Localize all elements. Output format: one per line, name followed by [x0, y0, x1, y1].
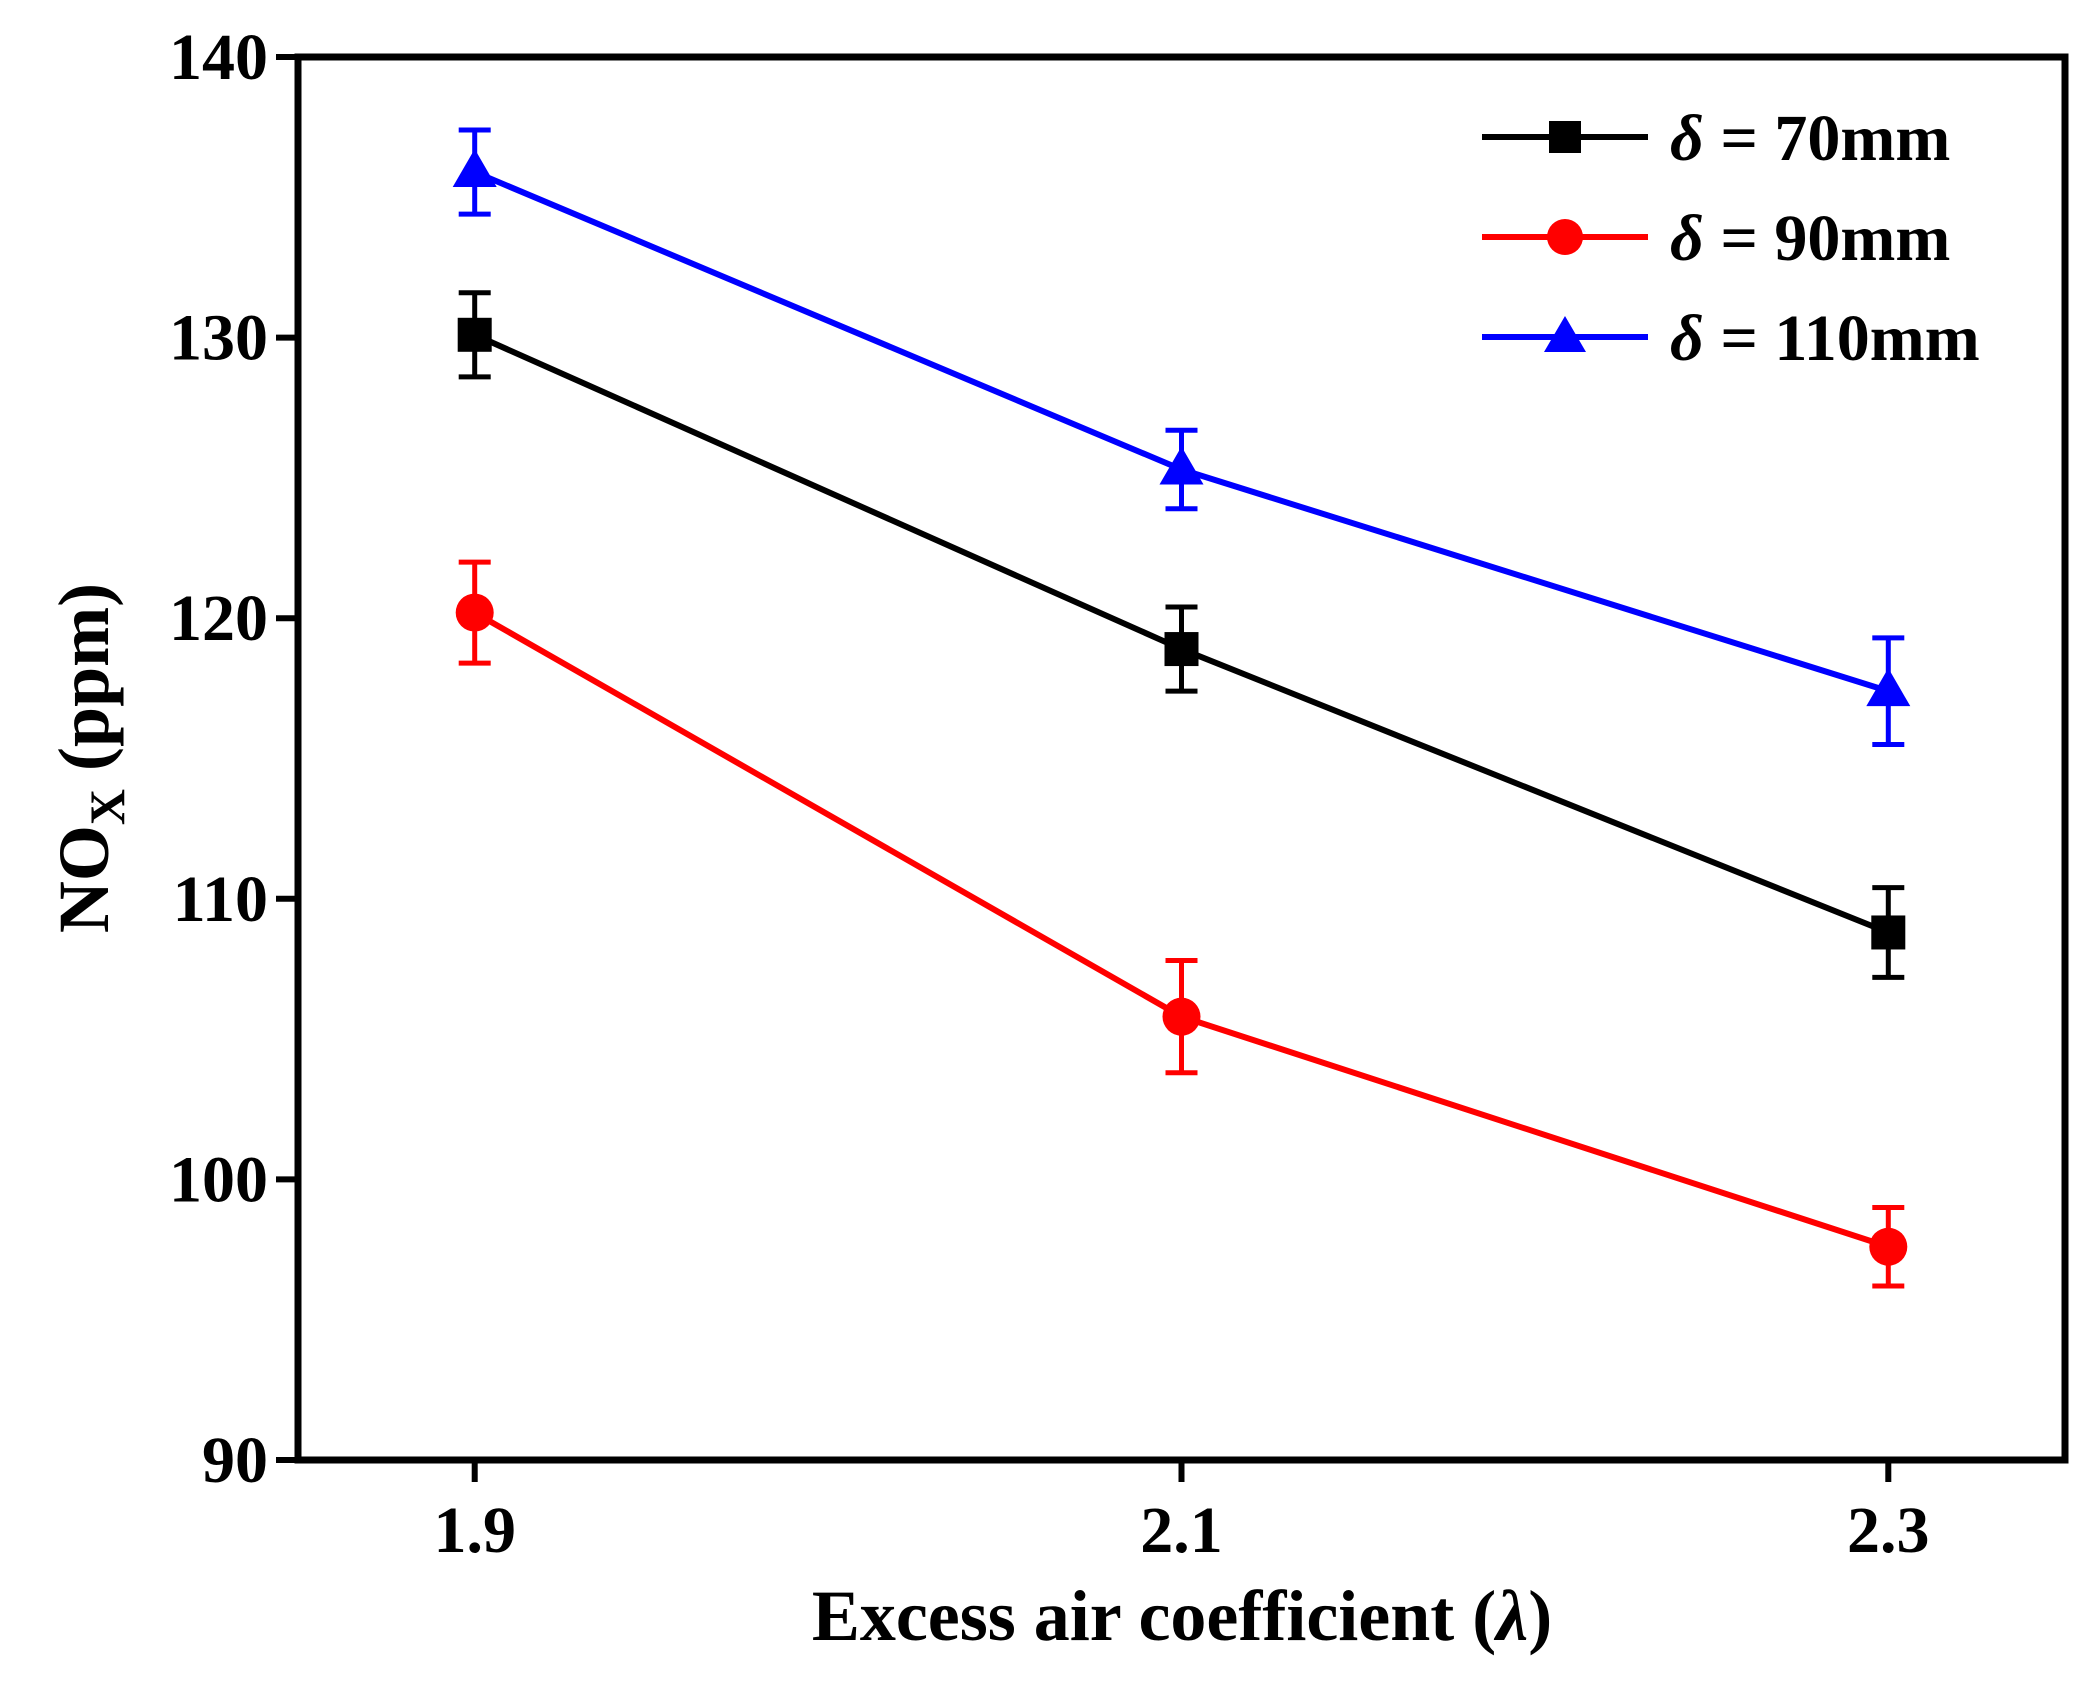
data-point-triangle — [1866, 668, 1911, 707]
legend-marker-circle — [1547, 219, 1583, 255]
series-1 — [455, 559, 1908, 1289]
legend-entry-70mm: δ = 70mm — [1482, 102, 1950, 175]
data-point-triangle — [1159, 446, 1204, 485]
y-axis-title-main: NO — [44, 825, 124, 933]
y-tick-label: 120 — [169, 582, 268, 655]
y-axis-title-subscript: X — [79, 789, 135, 825]
series-0 — [457, 290, 1906, 980]
series-layer — [452, 127, 1911, 1289]
y-tick-label: 140 — [169, 21, 268, 94]
legend: δ = 70mm δ = 90mm δ = 110mm — [1482, 102, 1980, 375]
legend-symbol-70mm: δ — [1670, 102, 1704, 175]
legend-symbol-110mm: δ — [1670, 302, 1704, 375]
y-tick-label: 130 — [169, 302, 268, 375]
y-tick-label: 90 — [202, 1424, 268, 1497]
legend-text-70mm: = 70mm — [1704, 102, 1951, 175]
y-tick-label: 100 — [169, 1143, 268, 1216]
legend-text-110mm: = 110mm — [1704, 302, 1980, 375]
x-axis-title-main: Excess air coefficient ( — [812, 1576, 1496, 1656]
x-axis-title-symbol: λ — [1493, 1576, 1528, 1656]
data-point-square — [1164, 632, 1199, 667]
legend-label-110mm: δ = 110mm — [1670, 302, 1980, 375]
x-axis-title: Excess air coefficient (λ) — [812, 1576, 1552, 1656]
legend-entry-110mm: δ = 110mm — [1482, 302, 1980, 375]
x-tick-label: 1.9 — [433, 1494, 516, 1567]
data-point-circle — [455, 593, 494, 632]
legend-marker-square — [1549, 121, 1581, 153]
legend-text-90mm: = 90mm — [1704, 202, 1951, 275]
data-point-circle — [1869, 1227, 1908, 1266]
data-point-square — [1871, 915, 1906, 950]
series-line — [473, 609, 1890, 1250]
y-tick-label: 110 — [173, 863, 268, 936]
x-tick-label: 2.1 — [1140, 1494, 1223, 1567]
series-2 — [452, 127, 1911, 747]
data-point-circle — [1162, 997, 1201, 1036]
data-point-triangle — [452, 149, 497, 188]
legend-label-70mm: δ = 70mm — [1670, 102, 1950, 175]
y-axis-title: NOX (ppm) — [44, 583, 135, 933]
axes-layer: 90 100 110 120 130 140 1.9 2.1 2.3 — [169, 21, 1930, 1567]
data-point-square — [457, 317, 492, 352]
legend-marker-triangle — [1544, 316, 1586, 352]
x-axis-title-close: ) — [1528, 1576, 1552, 1656]
legend-label-90mm: δ = 90mm — [1670, 202, 1950, 275]
legend-entry-90mm: δ = 90mm — [1482, 202, 1950, 275]
y-axis-title-unit: (ppm) — [44, 583, 124, 789]
x-tick-label: 2.3 — [1847, 1494, 1930, 1567]
legend-symbol-90mm: δ — [1670, 202, 1704, 275]
